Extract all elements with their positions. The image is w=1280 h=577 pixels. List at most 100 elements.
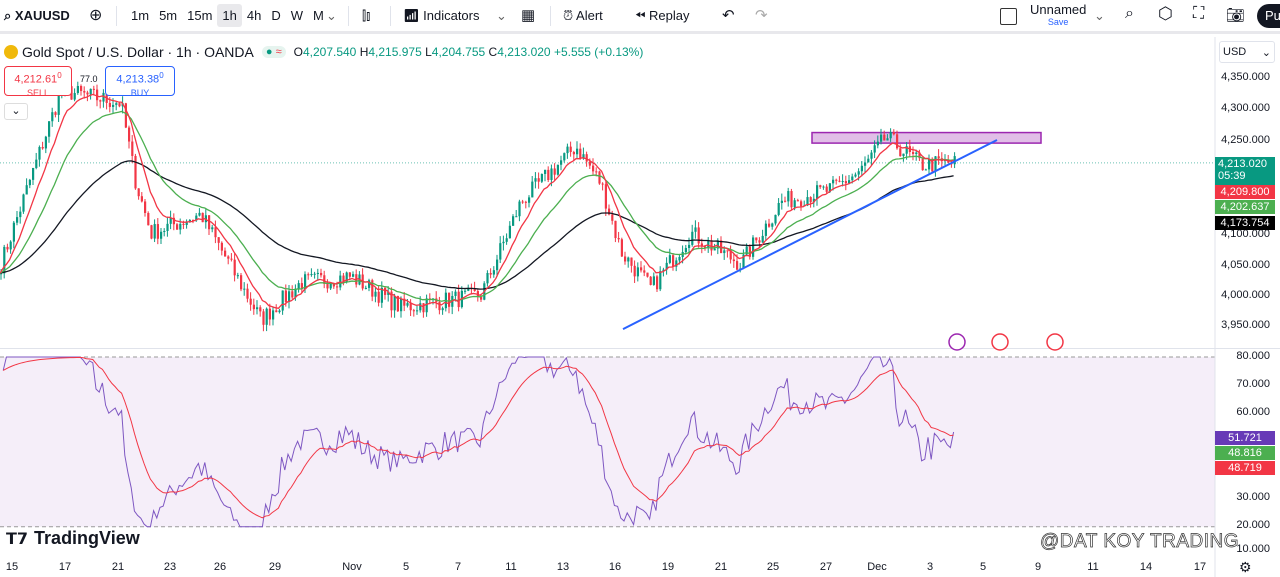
candle-body — [368, 280, 371, 288]
time-tick: 11 — [1087, 561, 1099, 573]
candle-body — [364, 287, 367, 289]
candle-body — [422, 303, 425, 313]
buy-button[interactable]: 4,213.380 BUY — [105, 66, 175, 98]
candle-body — [627, 257, 630, 262]
candle-body — [236, 275, 239, 277]
layout-name-button[interactable]: Unnamed Save — [1030, 3, 1086, 28]
candle-body — [144, 201, 147, 213]
currency-select[interactable]: USD ⌄ — [1219, 41, 1275, 63]
candle-body — [332, 283, 335, 287]
market-status-badge[interactable]: ● ≈ — [261, 46, 286, 58]
collapse-legend-button[interactable]: ⌄ — [4, 103, 28, 120]
candle-body — [201, 212, 204, 223]
interval-4h[interactable]: 4h — [246, 8, 262, 23]
add-symbol-icon[interactable]: ⊕ — [89, 7, 103, 24]
time-tick: 5 — [402, 561, 410, 573]
candle-body — [208, 215, 211, 230]
candle-body — [51, 112, 54, 122]
candle-body — [838, 180, 841, 182]
candle-body — [723, 250, 726, 254]
candle-body — [608, 208, 611, 215]
time-tick: 14 — [1139, 561, 1153, 573]
time-tick: 27 — [819, 561, 833, 573]
screenshot-icon[interactable]: 📷︎ — [1226, 7, 1246, 24]
rsi-band — [0, 357, 1215, 527]
candle-body — [857, 171, 860, 175]
candle-body — [787, 191, 790, 202]
interval-M[interactable]: M — [313, 8, 324, 23]
layouts-icon[interactable]: ▦ — [521, 7, 536, 24]
publish-button[interactable]: Pu — [1257, 4, 1280, 28]
candle-body — [928, 158, 931, 170]
candle-body — [691, 231, 694, 245]
candle-body — [92, 88, 95, 90]
time-tick: 29 — [268, 561, 282, 573]
candle-body — [297, 283, 300, 289]
candle-body — [553, 168, 556, 175]
candle-body — [403, 298, 406, 306]
layout-icon[interactable] — [1000, 8, 1017, 25]
fullscreen-icon[interactable]: ⛶ — [1193, 5, 1205, 22]
undo-icon[interactable]: ↶ — [722, 7, 735, 24]
candle-body — [672, 255, 675, 267]
candle-body — [697, 227, 700, 244]
candle-body — [505, 238, 508, 242]
replay-button[interactable]: ⏪︎ Replay — [635, 8, 690, 23]
rsi-tick: 60.000 — [1236, 406, 1270, 418]
candle-body — [521, 201, 524, 203]
settings-icon[interactable]: ⬡ — [1158, 4, 1173, 23]
candle-body — [748, 246, 751, 257]
candle-body — [41, 147, 44, 149]
symbol-search[interactable]: ⌕ XAUUSD — [4, 8, 70, 23]
interval-1h[interactable]: 1h — [217, 4, 242, 27]
settings-icon[interactable]: ⚙︎ — [1239, 559, 1252, 575]
interval-5m[interactable]: 5m — [159, 8, 178, 23]
candle-body — [809, 197, 812, 203]
candle-body — [246, 288, 249, 299]
redo-icon[interactable]: ↷ — [755, 7, 768, 24]
candle-body — [198, 212, 201, 216]
candle-body — [195, 215, 198, 221]
candle-body — [108, 102, 111, 107]
interval-1m[interactable]: 1m — [131, 8, 150, 23]
candle-body — [160, 231, 163, 239]
candle-body — [227, 256, 230, 259]
rsi-tick: 10.000 — [1236, 543, 1270, 555]
candle-body — [611, 214, 614, 221]
sell-button[interactable]: 4,212.610 SELL — [4, 66, 72, 98]
candle-body — [640, 267, 643, 271]
candle-body — [585, 154, 588, 162]
dividend-event-icon — [948, 333, 966, 351]
ema-slow-line — [0, 160, 954, 290]
candle-type-icon[interactable]: ⫿⫾ — [362, 8, 371, 23]
alert-button[interactable]: ⏰︎ Alert — [563, 8, 603, 23]
candle-body — [915, 152, 918, 154]
candle-body — [531, 181, 534, 198]
candle-body — [230, 258, 233, 260]
chevron-down-icon[interactable]: ⌄ — [1094, 8, 1105, 23]
time-tick: 11 — [505, 561, 517, 573]
candle-body — [342, 275, 345, 283]
candle-body — [102, 92, 105, 102]
chevron-down-icon[interactable]: ⌄ — [326, 8, 337, 23]
candle-body — [252, 304, 255, 310]
quick-search-icon[interactable]: ⌕ — [1125, 5, 1134, 22]
chevron-down-icon[interactable]: ⌄ — [496, 8, 507, 23]
time-tick: 16 — [608, 561, 622, 573]
chart-canvas[interactable] — [0, 37, 1280, 577]
candle-body — [678, 256, 681, 261]
candle-body — [323, 275, 326, 284]
price-tick: 4,250.000 — [1221, 134, 1270, 146]
candle-body — [268, 308, 271, 320]
candle-body — [99, 100, 102, 102]
candle-body — [508, 225, 511, 239]
candle-body — [163, 230, 166, 232]
interval-D[interactable]: D — [271, 8, 281, 23]
candle-body — [595, 171, 598, 173]
interval-15m[interactable]: 15m — [187, 8, 213, 23]
interval-W[interactable]: W — [290, 8, 304, 23]
save-link[interactable]: Save — [1047, 17, 1069, 27]
indicators-button[interactable]: 📶︎ Indicators — [403, 8, 480, 23]
candle-body — [374, 291, 377, 297]
time-tick: 15 — [5, 561, 19, 573]
